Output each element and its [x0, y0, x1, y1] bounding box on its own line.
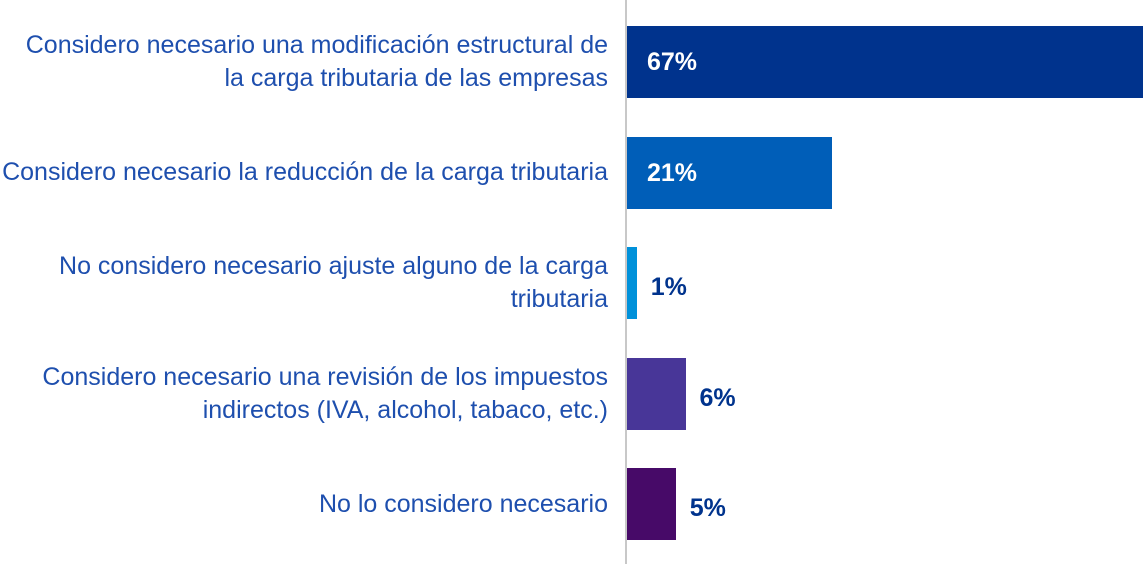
value-label: 67% [647, 48, 698, 76]
bar [627, 26, 1143, 98]
value-label: 21% [647, 158, 698, 187]
value-label: 6% [699, 383, 736, 412]
bar [627, 357, 686, 430]
category-label: Considero necesario una revisión de los … [42, 362, 608, 424]
value-label: 1% [650, 273, 687, 301]
axis-line [625, 0, 627, 564]
bar [627, 468, 676, 540]
bar [627, 136, 832, 209]
category-label: Considero necesario una modificación est… [25, 31, 608, 92]
bar [627, 247, 637, 319]
category-label: No lo considero necesario [318, 489, 608, 518]
value-label: 5% [689, 494, 726, 522]
category-label: Considero necesario la reducción de la c… [2, 158, 608, 186]
category-label: No considero necesario ajuste alguno de … [59, 252, 608, 313]
